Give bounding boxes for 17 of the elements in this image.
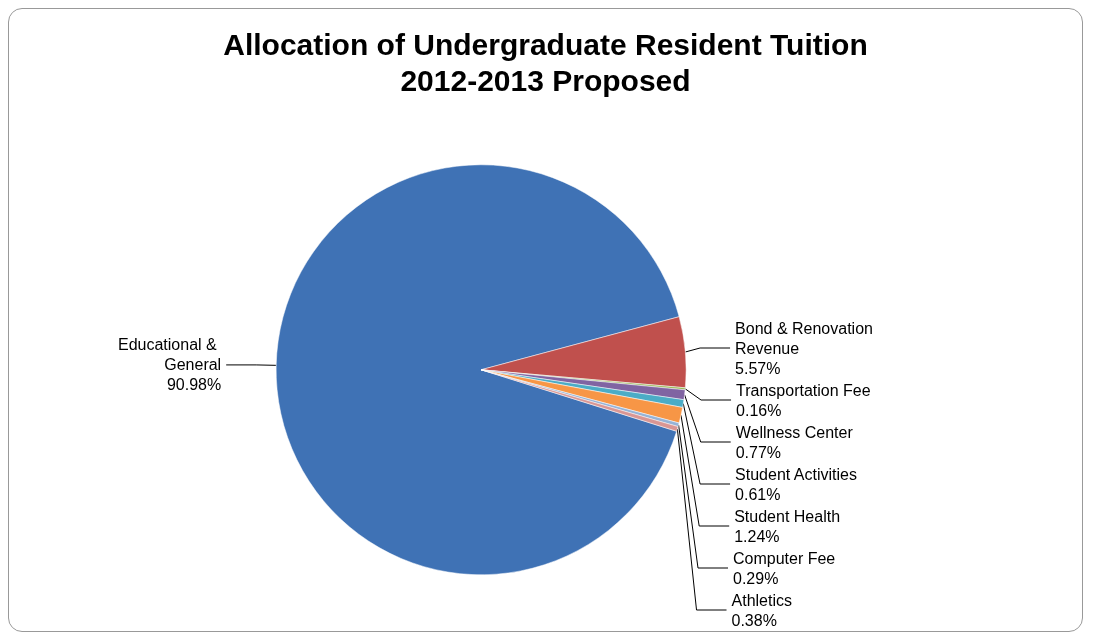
data-label: 0.77% [735, 443, 782, 461]
data-label: 0.38% [731, 611, 777, 629]
slice-label: Educational & General [117, 336, 222, 374]
slice-label: Computer Fee [733, 549, 836, 567]
slice-label: Wellness Center [735, 423, 854, 441]
slice-label: Bond & Renovation Revenue [735, 319, 878, 357]
chart-title: Allocation of Undergraduate Resident Tuition 2012-2013 Proposed [223, 27, 868, 97]
slice-label: Athletics [731, 591, 792, 609]
data-label: 5.57% [735, 359, 781, 377]
slice-label: Student Activities [735, 465, 857, 483]
slice-label: Student Health [734, 507, 841, 525]
slice-label: Transportation Fee [736, 381, 871, 399]
data-label: 0.29% [733, 569, 779, 587]
data-label: 90.98% [166, 376, 222, 394]
data-label: 1.24% [734, 527, 780, 545]
data-label: 0.16% [736, 401, 782, 419]
data-label: 0.61% [735, 485, 781, 503]
